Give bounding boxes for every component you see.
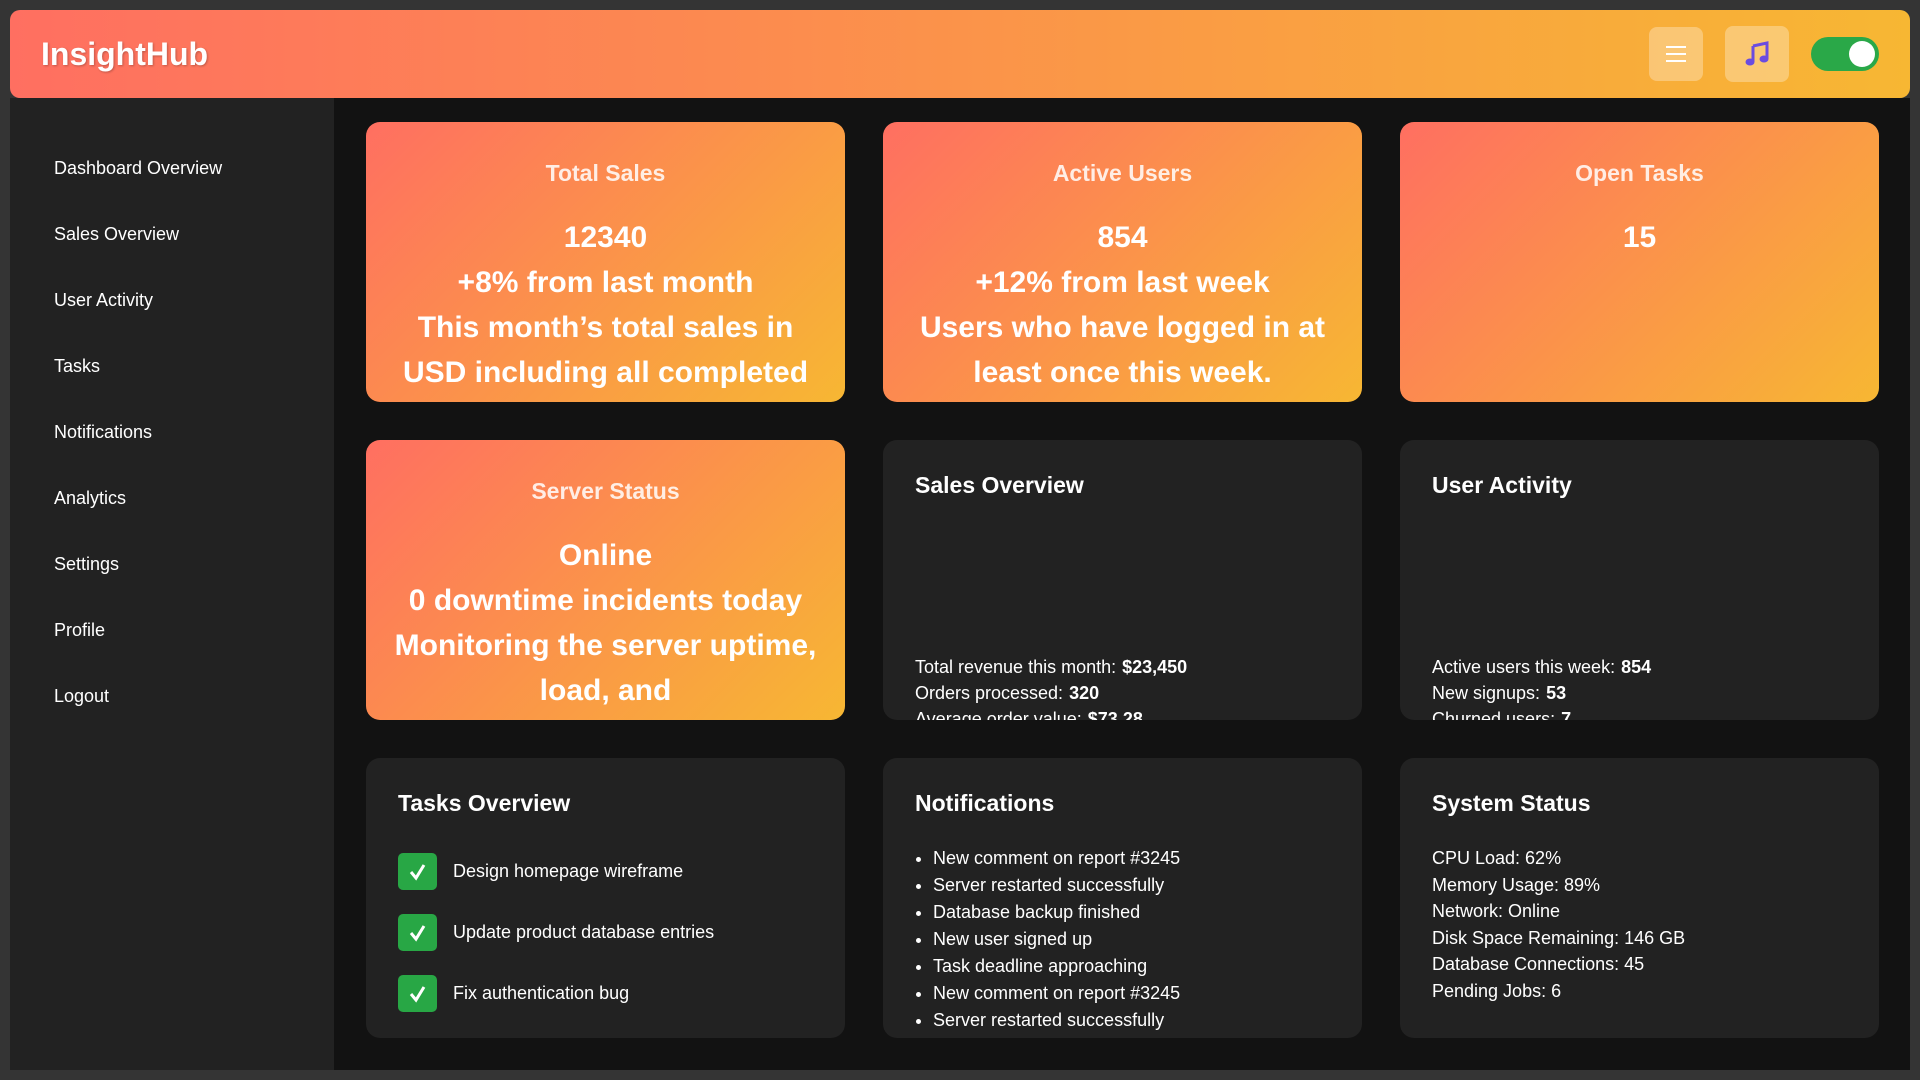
notification-item: New user signed up: [933, 926, 1330, 953]
notification-item: New comment on report #3245: [933, 845, 1330, 872]
sidebar: Dashboard Overview Sales Overview User Act…: [10, 98, 334, 1070]
summary-lines: Active users this week: 854 New signups: 53…: [1432, 654, 1651, 720]
nav-link[interactable]: Notifications: [54, 422, 153, 442]
status-item: Database Connections: 45: [1432, 954, 1645, 974]
summary-line: Active users this week: 854: [1432, 654, 1651, 680]
stat-title: Open Tasks: [1575, 160, 1704, 186]
user-activity-card: User Activity Active users this week: 854 N…: [1400, 440, 1879, 720]
summary-label: Active users this week:: [1432, 657, 1616, 677]
notification-item: Server restarted successfully: [933, 1007, 1330, 1034]
card-title: System Status: [1432, 790, 1591, 816]
notification-item: New comment on report #3245: [933, 980, 1330, 1007]
nav-link[interactable]: Analytics: [54, 488, 127, 508]
task-text: Fix authentication bug: [453, 983, 630, 1003]
stat-value: 12340: [563, 221, 648, 254]
tasks-card: Tasks Overview Design homepage wireframe U…: [366, 758, 845, 1038]
summary-value: $73.28: [1087, 709, 1143, 720]
task-check: [398, 853, 437, 890]
stat-title: Total Sales: [545, 160, 666, 186]
stat-description: Monitoring the server uptime, load, and: [394, 629, 817, 707]
stat-description: This month’s total sales in USD includin…: [402, 311, 809, 389]
card-title: User Activity: [1432, 472, 1572, 498]
summary-value: 7: [1561, 709, 1572, 720]
summary-value: 53: [1546, 683, 1567, 703]
nav-link[interactable]: Profile: [54, 620, 106, 640]
task-list: Design homepage wireframe Update product …: [398, 841, 813, 1024]
nav-link[interactable]: Sales Overview: [54, 224, 180, 244]
summary-line: Churned users: 7: [1432, 706, 1651, 720]
task-item: Fix authentication bug: [398, 963, 813, 1024]
nav-link[interactable]: Settings: [54, 554, 120, 574]
status-item: Pending Jobs: 6: [1432, 980, 1562, 1001]
system-status-card: System Status CPU Load: 62% Memory Usage: …: [1400, 758, 1879, 1038]
stat-change: 0 downtime incidents today: [408, 584, 803, 617]
notification-item: Database backup finished: [933, 899, 1330, 926]
card-title: Notifications: [915, 790, 1055, 816]
summary-value: $23,450: [1122, 657, 1188, 677]
stat-card: Open Tasks 15: [1400, 122, 1879, 402]
summary-line: Orders processed: 320: [915, 680, 1187, 706]
summary-line: Total revenue this month: $23,450: [915, 654, 1187, 680]
summary-lines: Total revenue this month: $23,450 Orders p…: [915, 654, 1187, 720]
task-check: [398, 914, 437, 951]
summary-label: Churned users:: [1432, 709, 1556, 720]
summary-line: New signups: 53: [1432, 680, 1651, 706]
stat-card: Server Status Online 0 downtime incidents …: [366, 440, 845, 720]
stat-card: Active Users 854 +12% from last week Users …: [883, 122, 1362, 402]
stat-change: +12% from last week: [975, 266, 1270, 299]
stat-title: Server Status: [531, 478, 680, 504]
notification-list: New comment on report #3245Server restar…: [915, 845, 1330, 1034]
summary-value: 320: [1069, 683, 1100, 703]
summary-label: Average order value:: [915, 709, 1082, 720]
stat-value: 854: [1097, 221, 1148, 254]
main: Total Sales 12340 +8% from last month This …: [334, 98, 1910, 1070]
card-title: Tasks Overview: [398, 790, 571, 816]
summary-label: Total revenue this month:: [915, 657, 1117, 677]
music-icon: [1745, 41, 1769, 66]
nav-link[interactable]: Dashboard Overview: [54, 158, 223, 178]
music-button[interactable]: [1725, 26, 1789, 82]
status-list: CPU Load: 62% Memory Usage: 89% Network: O…: [1432, 845, 1847, 1004]
task-item: Design homepage wireframe: [398, 841, 813, 902]
status-item: CPU Load: 62%: [1432, 848, 1562, 868]
task-text: Design homepage wireframe: [453, 861, 684, 881]
stat-change: +8% from last month: [457, 266, 754, 299]
stat-card: Total Sales 12340 +8% from last month This …: [366, 122, 845, 402]
theme-toggle[interactable]: [1811, 37, 1879, 71]
task-text: Update product database entries: [453, 922, 715, 942]
app-title: InsightHub: [41, 35, 209, 72]
notification-item: Task deadline approaching: [933, 953, 1330, 980]
summary-value: 854: [1621, 657, 1652, 677]
task-check: [398, 975, 437, 1012]
menu-button[interactable]: [1649, 27, 1703, 81]
header: InsightHub: [10, 10, 1910, 98]
task-item: Update product database entries: [398, 902, 813, 963]
summary-line: Average order value: $73.28: [915, 706, 1187, 720]
nav-link[interactable]: User Activity: [54, 290, 154, 310]
notification-item: Server restarted successfully: [933, 872, 1330, 899]
stat-value: Online: [558, 539, 653, 572]
status-item: Disk Space Remaining: 146 GB: [1432, 927, 1686, 948]
status-item: Network: Online: [1432, 901, 1561, 921]
toggle-knob: [1849, 41, 1875, 67]
stat-description: Users who have logged in at least once t…: [919, 311, 1326, 389]
menu-icon: [1666, 46, 1686, 62]
stat-value: 15: [1622, 221, 1657, 254]
status-item: Memory Usage: 89%: [1432, 874, 1601, 895]
stat-title: Active Users: [1052, 160, 1193, 186]
sales-overview-card: Sales Overview Total revenue this month: $…: [883, 440, 1362, 720]
summary-label: New signups:: [1432, 683, 1541, 703]
card-title: Sales Overview: [915, 472, 1084, 498]
summary-label: Orders processed:: [915, 683, 1064, 703]
notifications-card: Notifications New comment on report #3245…: [883, 758, 1362, 1038]
nav-link[interactable]: Logout: [54, 686, 110, 706]
nav-link[interactable]: Tasks: [54, 356, 101, 376]
